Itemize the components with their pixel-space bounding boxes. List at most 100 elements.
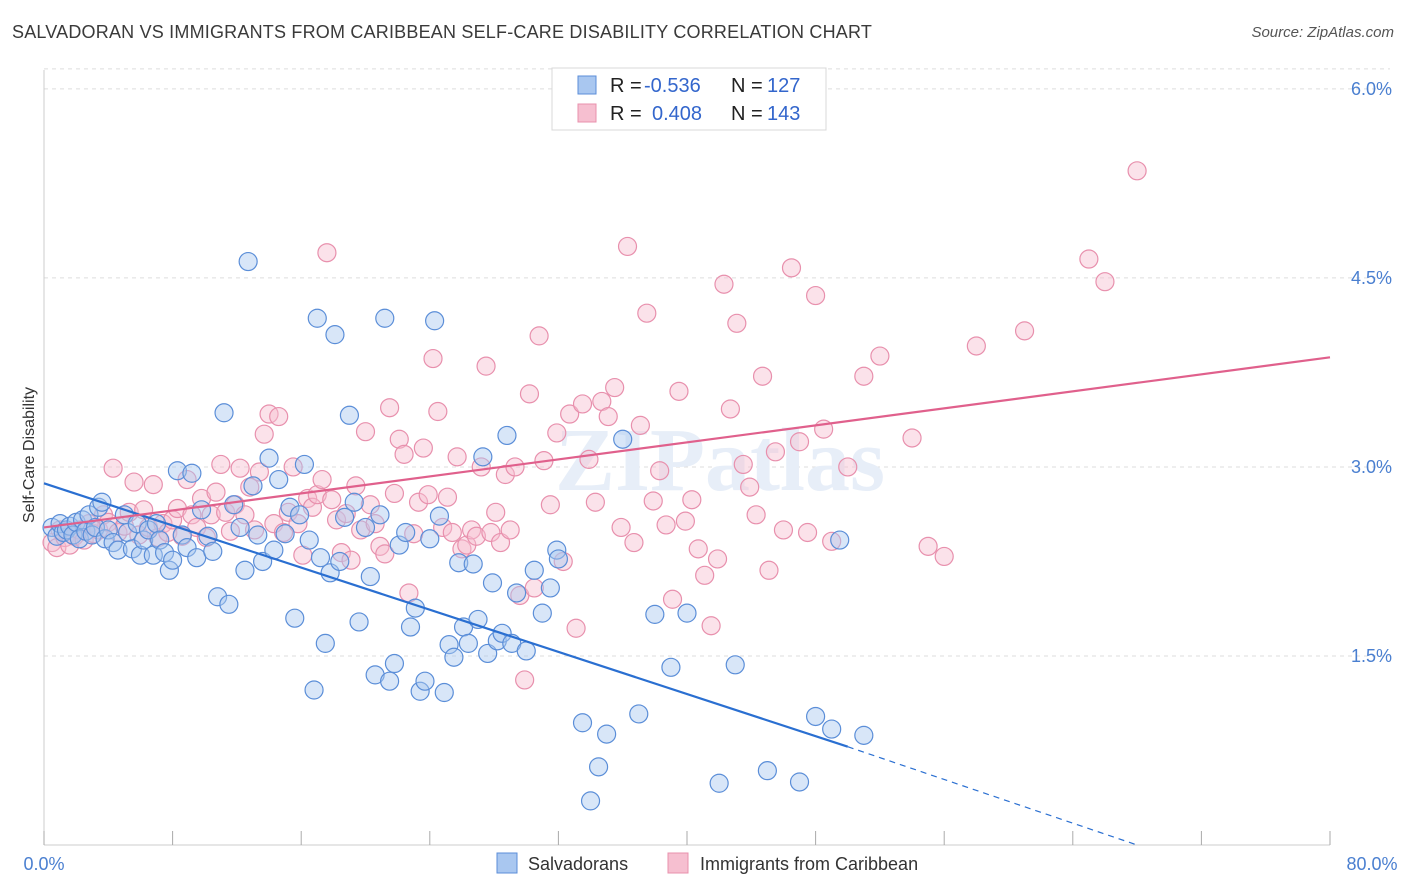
point-salvadorans bbox=[230, 517, 250, 538]
point-salvadorans bbox=[365, 665, 385, 685]
point-salvadorans bbox=[219, 594, 239, 614]
point-immigrants-from-caribbean bbox=[433, 517, 453, 538]
point-immigrants-from-caribbean bbox=[230, 458, 250, 478]
point-immigrants-from-caribbean bbox=[611, 517, 631, 538]
point-immigrants-from-caribbean bbox=[740, 477, 760, 497]
point-salvadorans bbox=[355, 517, 376, 538]
point-immigrants-from-caribbean bbox=[486, 502, 506, 522]
point-immigrants-from-caribbean bbox=[1079, 249, 1099, 269]
point-immigrants-from-caribbean bbox=[500, 520, 520, 540]
point-salvadorans bbox=[214, 403, 234, 423]
point-salvadorans bbox=[344, 492, 364, 512]
point-salvadorans bbox=[235, 560, 255, 580]
point-immigrants-from-caribbean bbox=[1095, 272, 1115, 292]
point-salvadorans bbox=[410, 681, 430, 701]
point-immigrants-from-caribbean bbox=[566, 618, 586, 638]
point-salvadorans bbox=[425, 311, 445, 331]
point-salvadorans bbox=[79, 505, 99, 525]
point-immigrants-from-caribbean bbox=[471, 457, 491, 477]
point-salvadorans bbox=[325, 325, 345, 345]
y-axis-title: Self-Care Disability bbox=[21, 387, 38, 523]
point-salvadorans bbox=[444, 647, 464, 667]
point-salvadorans bbox=[524, 560, 544, 580]
point-salvadorans bbox=[429, 506, 450, 526]
point-immigrants-from-caribbean bbox=[103, 458, 123, 478]
point-salvadorans bbox=[69, 529, 89, 549]
point-immigrants-from-caribbean bbox=[312, 469, 332, 490]
point-immigrants-from-caribbean bbox=[124, 472, 144, 492]
point-immigrants-from-caribbean bbox=[375, 544, 395, 564]
legend-r-label: R = bbox=[610, 103, 642, 125]
y-tick-label: 1.5% bbox=[1351, 646, 1392, 666]
point-salvadorans bbox=[389, 535, 409, 555]
point-immigrants-from-caribbean bbox=[662, 589, 683, 609]
legend: R = -0.536 N = 127 R = 0.408 N = 143 bbox=[551, 67, 827, 131]
point-immigrants-from-caribbean bbox=[822, 531, 842, 551]
point-immigrants-from-caribbean bbox=[408, 492, 429, 512]
point-immigrants-from-caribbean bbox=[966, 336, 986, 356]
point-salvadorans bbox=[709, 773, 729, 793]
point-immigrants-from-caribbean bbox=[476, 356, 496, 376]
point-salvadorans bbox=[280, 497, 300, 517]
point-immigrants-from-caribbean bbox=[515, 670, 535, 690]
point-immigrants-from-caribbean bbox=[727, 313, 747, 333]
point-salvadorans bbox=[384, 653, 405, 674]
point-salvadorans bbox=[294, 454, 315, 475]
point-salvadorans bbox=[299, 530, 319, 550]
chart-source: Source: ZipAtlas.com bbox=[1251, 24, 1394, 41]
y-tick-label: 6.0% bbox=[1351, 79, 1392, 99]
point-immigrants-from-caribbean bbox=[714, 274, 734, 294]
point-salvadorans bbox=[400, 617, 421, 637]
point-immigrants-from-caribbean bbox=[317, 243, 337, 263]
bottom-legend-swatch-blue bbox=[496, 852, 518, 874]
point-immigrants-from-caribbean bbox=[560, 404, 580, 424]
point-salvadorans bbox=[463, 554, 483, 574]
point-immigrants-from-caribbean bbox=[481, 522, 501, 543]
y-tick-label: 4.5% bbox=[1351, 268, 1392, 288]
point-immigrants-from-caribbean bbox=[624, 532, 644, 553]
legend-r-value: -0.536 bbox=[644, 75, 701, 97]
point-salvadorans bbox=[396, 522, 416, 543]
point-salvadorans bbox=[187, 548, 207, 568]
point-immigrants-from-caribbean bbox=[413, 438, 433, 458]
point-immigrants-from-caribbean bbox=[394, 444, 414, 464]
point-salvadorans bbox=[154, 543, 175, 563]
point-immigrants-from-caribbean bbox=[854, 366, 874, 386]
trend-line-caribbean bbox=[43, 356, 1331, 529]
point-salvadorans bbox=[516, 641, 536, 661]
bottom-legend-label-salvadorans: Salvadorans bbox=[528, 854, 628, 874]
point-salvadorans bbox=[420, 529, 440, 549]
bottom-legend: Salvadorans Immigrants from Caribbean bbox=[496, 852, 918, 874]
point-immigrants-from-caribbean bbox=[1127, 161, 1147, 181]
bottom-legend-label-caribbean: Immigrants from Caribbean bbox=[700, 854, 918, 874]
point-salvadorans bbox=[532, 603, 552, 623]
point-immigrants-from-caribbean bbox=[707, 549, 728, 569]
y-tick-label: 3.0% bbox=[1351, 457, 1392, 477]
point-immigrants-from-caribbean bbox=[529, 326, 549, 346]
point-salvadorans bbox=[330, 551, 350, 572]
legend-n-label: N = bbox=[731, 75, 763, 97]
point-immigrants-from-caribbean bbox=[598, 406, 618, 427]
point-salvadorans bbox=[613, 429, 633, 449]
point-salvadorans bbox=[854, 725, 874, 745]
point-salvadorans bbox=[449, 553, 469, 573]
point-salvadorans bbox=[259, 448, 279, 468]
point-salvadorans bbox=[415, 671, 435, 691]
point-salvadorans bbox=[473, 447, 493, 467]
point-immigrants-from-caribbean bbox=[765, 442, 786, 462]
point-immigrants-from-caribbean bbox=[283, 457, 303, 477]
point-immigrants-from-caribbean bbox=[572, 394, 593, 414]
point-immigrants-from-caribbean bbox=[902, 428, 922, 448]
point-salvadorans bbox=[597, 724, 617, 744]
points-immigrants-from-caribbean bbox=[42, 161, 1147, 690]
point-salvadorans bbox=[248, 525, 268, 545]
trend-layer bbox=[43, 356, 1331, 846]
point-salvadorans bbox=[269, 469, 289, 490]
point-immigrants-from-caribbean bbox=[675, 511, 695, 531]
point-immigrants-from-caribbean bbox=[423, 348, 443, 369]
point-immigrants-from-caribbean bbox=[360, 495, 380, 515]
point-salvadorans bbox=[238, 251, 258, 272]
point-immigrants-from-caribbean bbox=[206, 482, 226, 502]
point-salvadorans bbox=[645, 604, 665, 624]
point-salvadorans bbox=[289, 505, 310, 525]
